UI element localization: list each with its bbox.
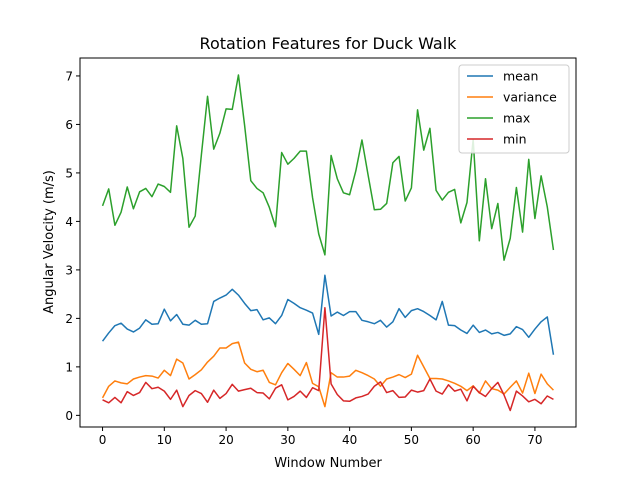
y-tick-label: 5 <box>65 166 73 180</box>
legend: mean variance max min <box>458 64 570 154</box>
x-axis-label: Window Number <box>274 456 382 471</box>
legend-box <box>458 64 570 154</box>
y-tick-label: 3 <box>65 263 73 277</box>
y-axis-label: Angular Velocity (m/s) <box>42 170 57 314</box>
y-tick-label: 4 <box>65 215 73 229</box>
x-tick-label: 0 <box>99 433 107 447</box>
legend-label: mean <box>503 69 538 84</box>
x-tick-label: 10 <box>157 433 172 447</box>
series-line-min <box>102 306 554 412</box>
x-tick-label: 30 <box>280 433 295 447</box>
legend-label: max <box>503 111 530 126</box>
y-tick-label: 6 <box>65 118 73 132</box>
x-tick-label: 70 <box>527 433 542 447</box>
x-tick-label: 50 <box>404 433 419 447</box>
x-tick-label: 20 <box>218 433 233 447</box>
plot-frame <box>79 57 577 428</box>
x-axis: 0 10 20 30 40 50 60 70 <box>99 427 543 447</box>
series-line-max <box>101 74 555 261</box>
chart-title: Rotation Features for Duck Walk <box>200 34 458 53</box>
x-tick-label: 60 <box>466 433 481 447</box>
y-tick-label: 2 <box>65 312 73 326</box>
y-tick-label: 0 <box>65 409 73 423</box>
series-line-mean <box>101 274 555 355</box>
series-layer <box>101 74 555 412</box>
y-tick-label: 7 <box>65 69 73 83</box>
y-tick-label: 1 <box>65 360 73 374</box>
legend-label: variance <box>503 90 557 105</box>
y-axis: 0 1 2 3 4 5 6 7 <box>65 69 80 423</box>
x-tick-label: 40 <box>342 433 357 447</box>
legend-label: min <box>503 132 527 147</box>
